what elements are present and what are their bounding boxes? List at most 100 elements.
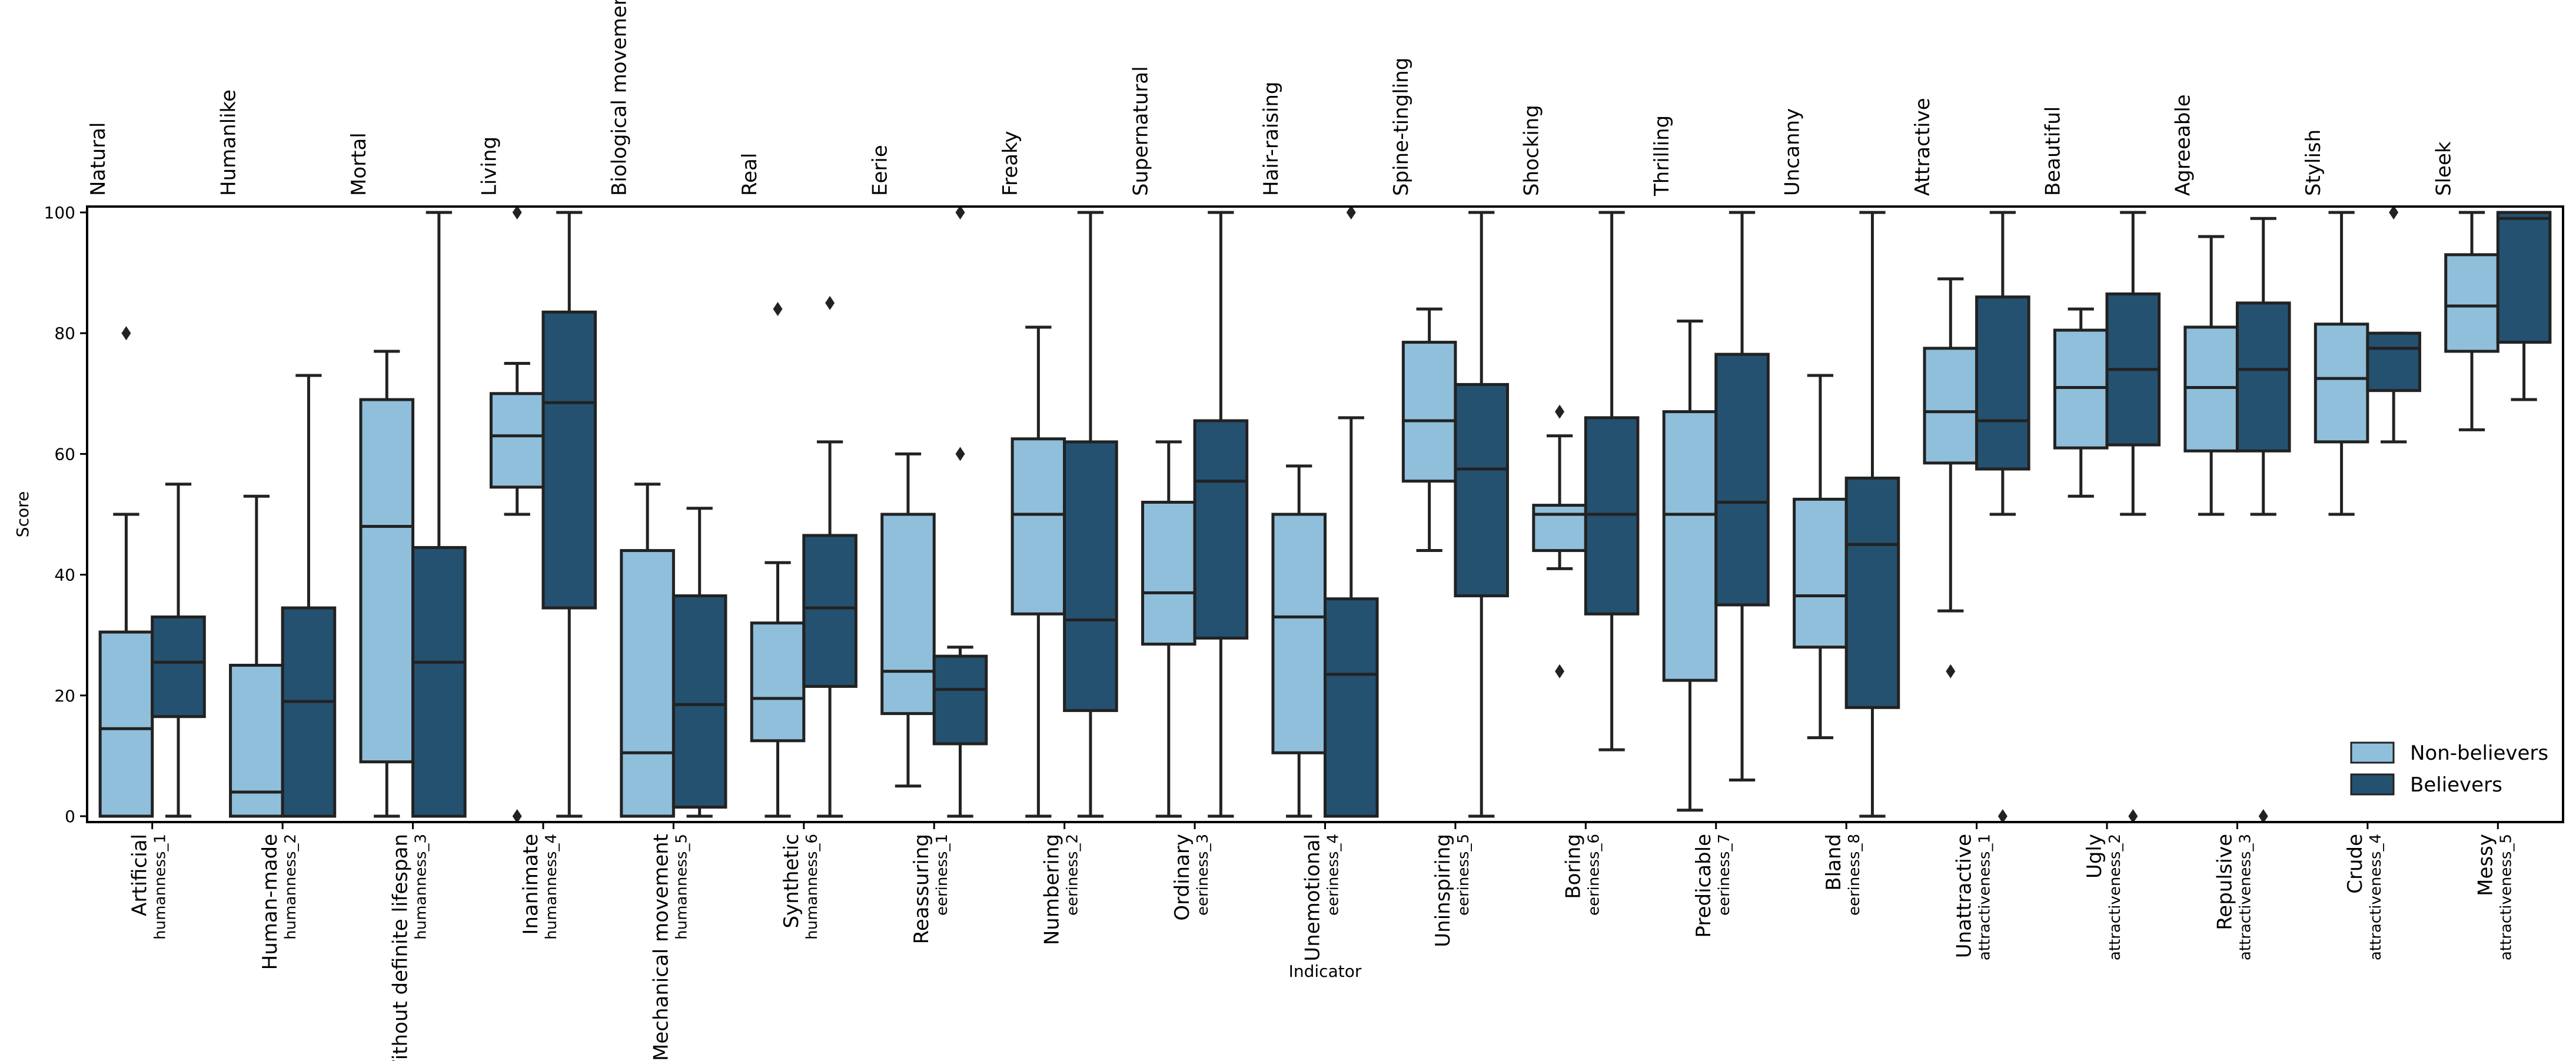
bottom-indicator-label: Repulsive [2213, 834, 2236, 930]
bottom-indicator-label: Artificial [128, 834, 152, 916]
top-indicator-label: Biological movement [608, 0, 631, 196]
bottom-indicator-code: attractiveness_1 [1976, 834, 1994, 960]
y-tick-label: 80 [54, 324, 75, 343]
bottom-indicator-label: Reassuring [910, 834, 933, 944]
legend: Non-believers Believers [2350, 741, 2548, 797]
x-axis-top-labels: Natural Humanlike Mortal Living Biological m… [87, 0, 2456, 197]
x-axis-label: Indicator [1289, 962, 1362, 981]
outlier-point [2128, 809, 2138, 823]
bottom-indicator-code: humanness_4 [543, 834, 560, 940]
box-believers [672, 594, 727, 809]
bottom-indicator-code: humanness_6 [803, 834, 821, 940]
indicator-group [2314, 205, 2421, 516]
top-indicator-label: Living [477, 137, 501, 196]
box-believers [1975, 295, 2030, 471]
outlier-point [121, 326, 131, 341]
bottom-indicator-label: Boring [1561, 834, 1585, 899]
indicator-group [2183, 217, 2291, 823]
box-believers [1714, 352, 1770, 607]
box-believers [1193, 419, 1249, 640]
box-non-believers [2053, 328, 2109, 450]
y-tick-label: 60 [54, 444, 75, 464]
outlier-point [1346, 205, 1356, 219]
indicator-group [98, 326, 206, 818]
top-indicator-label: Attractive [1911, 98, 1935, 196]
box-non-believers [750, 621, 806, 743]
bottom-indicator-label: Numbering [1041, 834, 1064, 945]
indicator-group [1141, 211, 1249, 818]
box-non-believers [98, 630, 154, 818]
outlier-point [1946, 664, 1956, 678]
indicator-group [1401, 211, 1509, 818]
box-non-believers [1532, 504, 1587, 553]
top-indicator-label: Uncanny [1780, 108, 1804, 196]
bottom-indicator-label: Predicable [1692, 834, 1716, 938]
box-believers [2235, 301, 2291, 453]
box-believers [1454, 383, 1509, 598]
box-non-believers [880, 513, 936, 716]
indicator-group [750, 295, 857, 818]
bottom-indicator-label: Unattractive [1953, 834, 1976, 958]
y-tick-label: 40 [54, 566, 75, 585]
bottom-indicator-code: eeriness_4 [1325, 834, 1342, 916]
box-non-believers [1662, 410, 1718, 682]
box-believers [411, 546, 467, 818]
bottom-indicator-code: eeriness_2 [1064, 834, 1082, 916]
box-believers [1063, 440, 1118, 712]
bottom-indicator-label: Human-made [258, 834, 282, 970]
box-non-believers [1141, 500, 1196, 646]
indicator-group [229, 374, 337, 818]
bottom-indicator-label: Synthetic [780, 834, 803, 929]
bottom-indicator-label: Uninspiring [1431, 834, 1455, 947]
legend-label: Believers [2410, 773, 2502, 797]
indicator-group [1271, 205, 1379, 818]
bottom-indicator-label: Messy [2474, 834, 2497, 896]
y-tick-label: 100 [44, 203, 75, 222]
bottom-indicator-code: attractiveness_3 [2236, 834, 2254, 960]
bottom-indicator-code: attractiveness_4 [2367, 834, 2385, 960]
indicator-group [1662, 211, 1770, 812]
box-believers [281, 606, 337, 818]
y-tick-label: 20 [54, 686, 75, 706]
indicator-group [880, 205, 988, 818]
box-non-believers [1923, 347, 1979, 465]
indicator-group [620, 483, 727, 818]
bottom-indicator-code: eeriness_3 [1194, 834, 1212, 916]
bottom-indicator-label: Bland [1822, 834, 1846, 891]
box-non-believers [1793, 497, 1848, 649]
outlier-point [955, 205, 965, 219]
top-indicator-label: Natural [87, 122, 110, 196]
outlier-point [2258, 809, 2268, 823]
top-indicator-label: Agreeable [2172, 94, 2195, 196]
box-non-believers [229, 664, 284, 818]
bottom-indicator-code: humanness_1 [152, 834, 169, 940]
top-indicator-label: Beautiful [2041, 107, 2065, 196]
indicator-group [2444, 211, 2552, 431]
bottom-indicator-label: Without definite lifespan [389, 834, 413, 1061]
bottom-indicator-code: humanness_5 [673, 834, 690, 940]
outlier-point [512, 809, 522, 823]
y-axis-label: Score [13, 491, 32, 537]
indicator-group [2053, 211, 2161, 823]
box-believers [2366, 331, 2421, 393]
outlier-point [825, 295, 835, 310]
bottom-indicator-label: Inanimate [519, 834, 543, 935]
box-believers [1324, 597, 1379, 818]
bottom-indicator-code: eeriness_7 [1716, 834, 1733, 916]
indicator-group [1923, 211, 2030, 823]
legend-swatch [2350, 773, 2395, 796]
bottom-indicator-code: humanness_2 [282, 834, 300, 940]
top-indicator-label: Real [738, 153, 762, 196]
box-believers [932, 654, 988, 746]
box-believers [1584, 416, 1640, 616]
boxes-layer [98, 205, 2552, 823]
bottom-indicator-label: Ordinary [1171, 834, 1194, 921]
outlier-point [955, 447, 965, 461]
top-indicator-label: Eerie [869, 145, 892, 196]
box-non-believers [2444, 253, 2499, 353]
top-indicator-label: Freaky [999, 131, 1022, 196]
bottom-indicator-code: eeriness_6 [1585, 834, 1603, 916]
indicator-group [1793, 211, 1900, 818]
y-tick-label: 0 [65, 807, 75, 826]
